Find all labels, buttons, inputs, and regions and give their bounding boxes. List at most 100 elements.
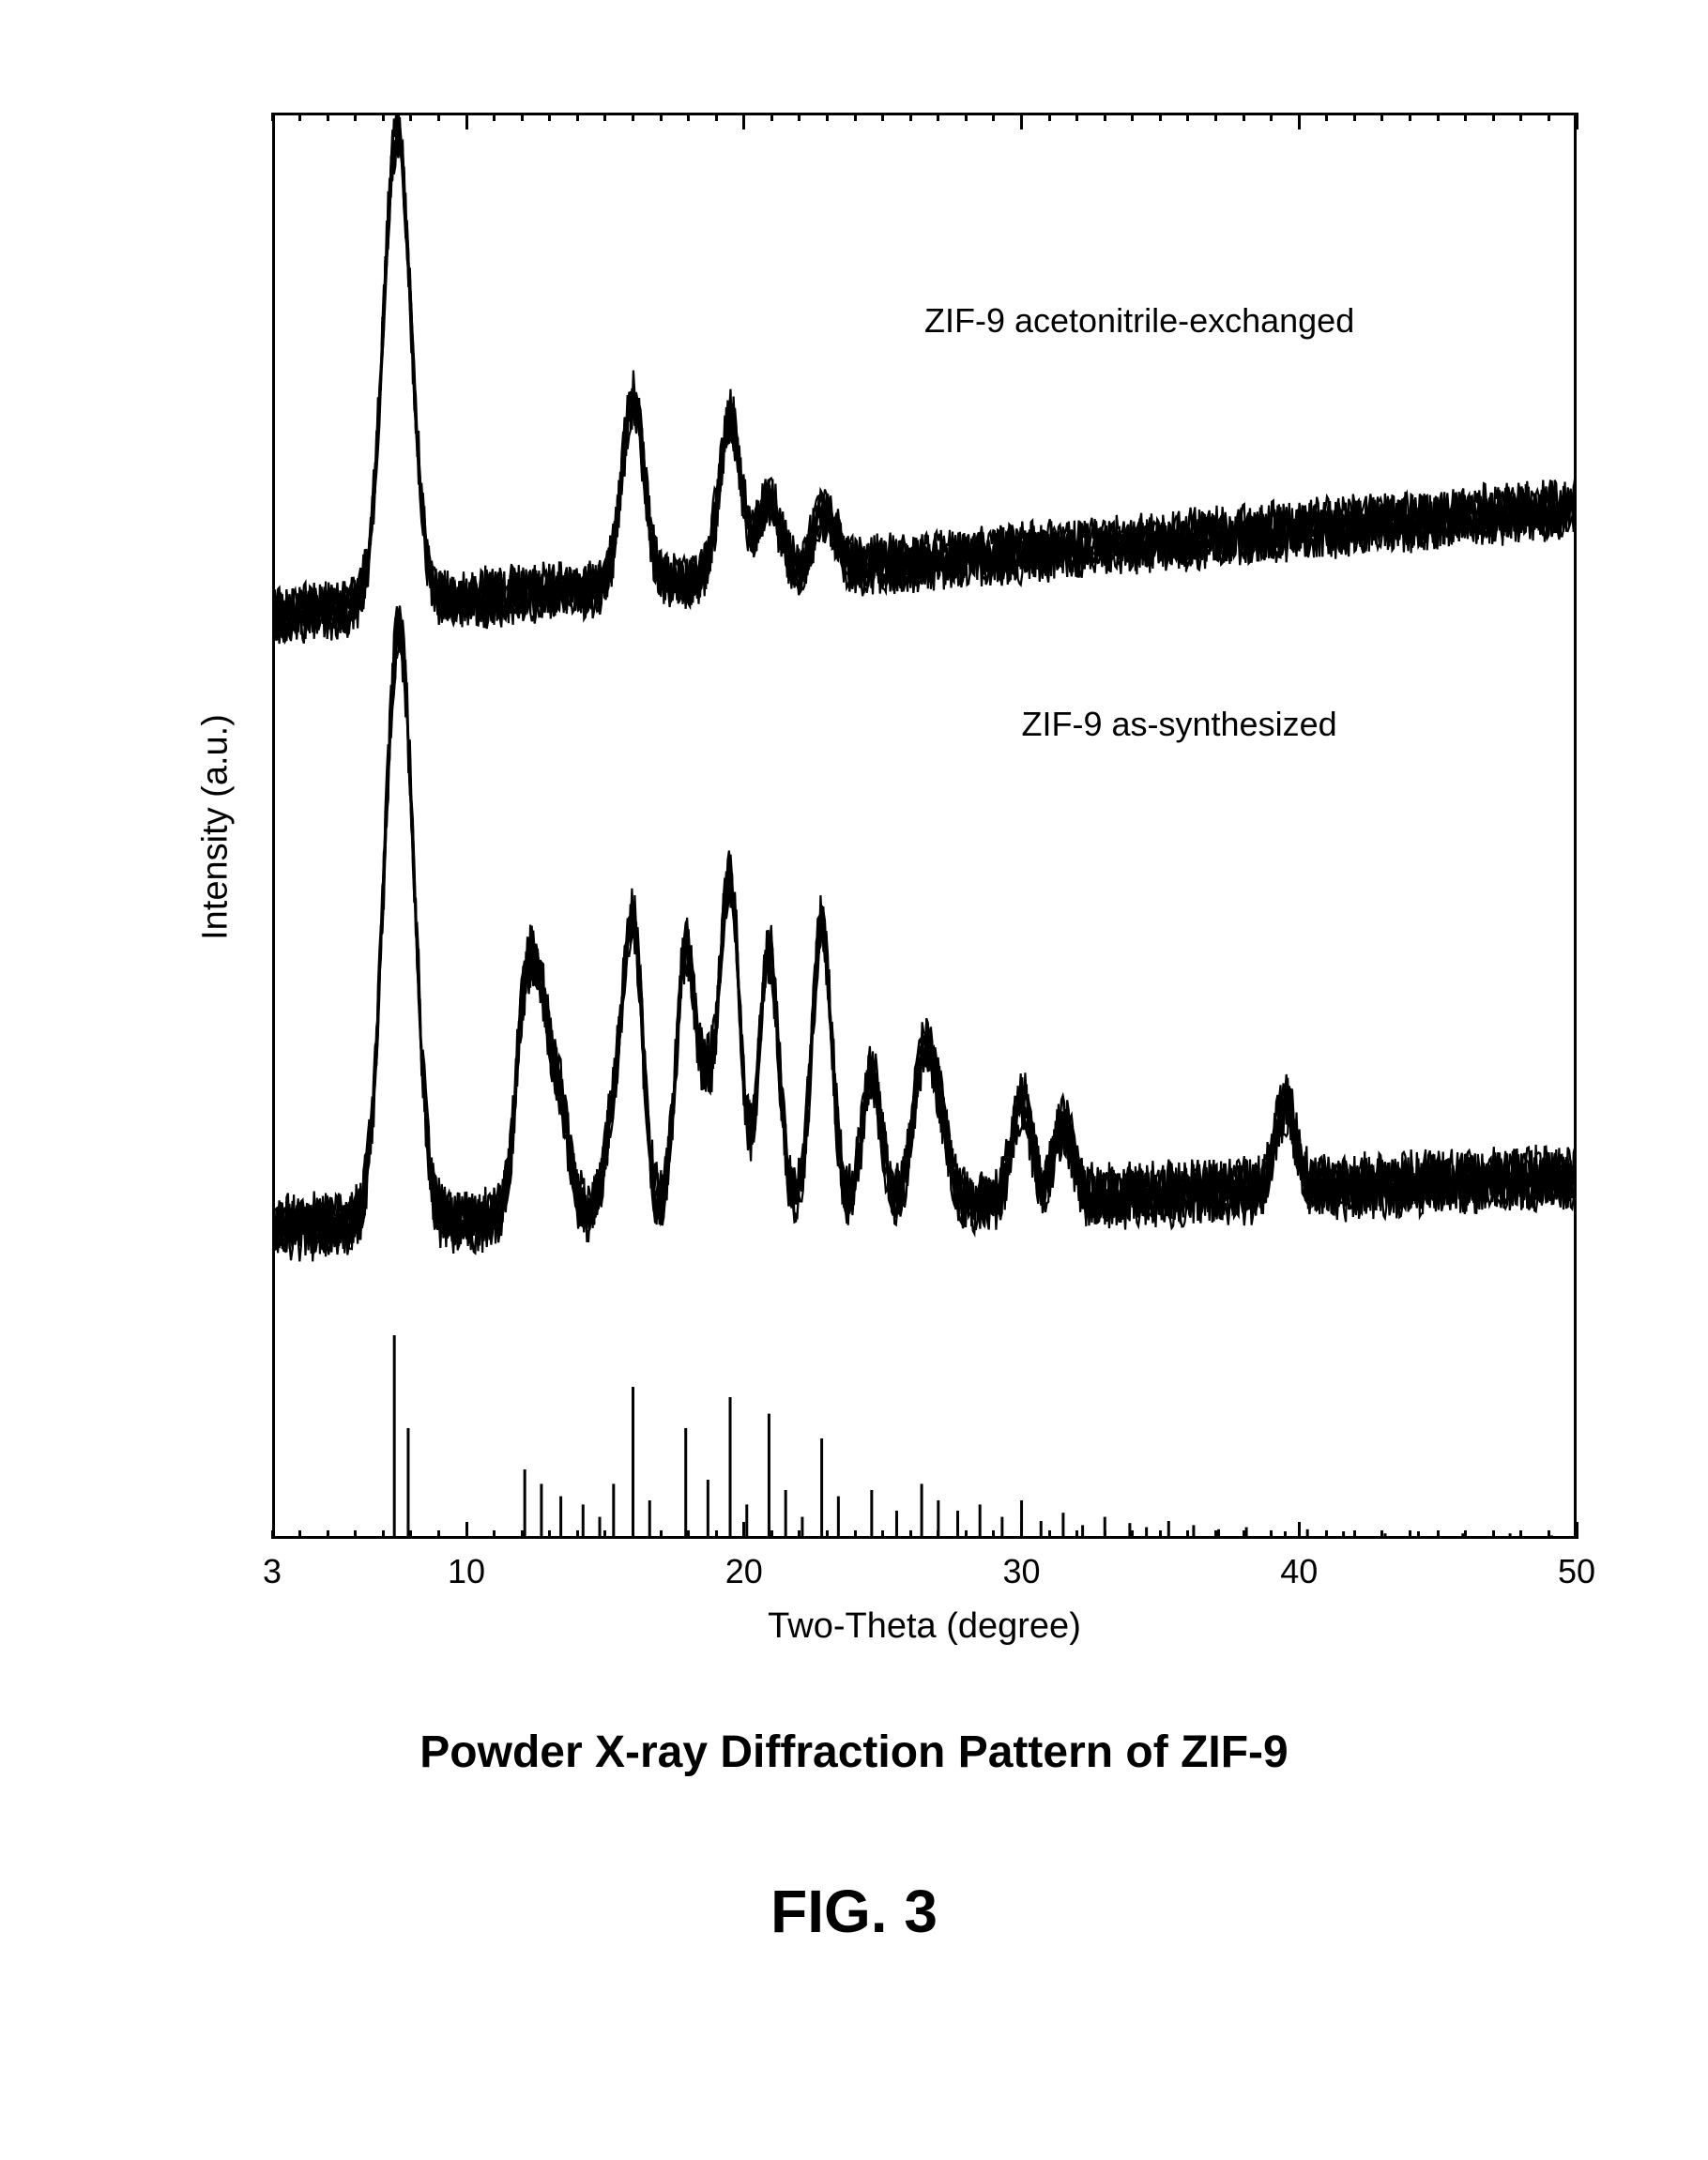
x-tick-bottom: [1048, 1530, 1051, 1539]
x-tick-top: [548, 113, 551, 121]
x-tick-bottom: [1186, 1530, 1189, 1539]
x-tick-top: [632, 113, 634, 121]
x-tick-bottom: [909, 1530, 912, 1539]
x-tick-bottom: [965, 1530, 968, 1539]
x-tick-top: [1270, 113, 1273, 121]
x-axis-label: Two-Theta (degree): [272, 1606, 1577, 1647]
x-tick-bottom: [409, 1530, 412, 1539]
x-tick-top: [1186, 113, 1189, 121]
x-tick-top: [660, 113, 663, 121]
x-tick-bottom: [1020, 1522, 1023, 1539]
x-tick-top: [715, 113, 718, 121]
x-tick-label: 10: [429, 1552, 504, 1591]
x-tick-top: [576, 113, 579, 121]
x-tick-bottom: [465, 1522, 468, 1539]
x-tick-bottom: [937, 1530, 939, 1539]
x-tick-top: [1492, 113, 1495, 121]
x-tick-bottom: [271, 1530, 274, 1539]
x-tick-top: [881, 113, 884, 121]
x-tick-top: [1048, 113, 1051, 121]
x-tick-top: [1548, 113, 1550, 121]
x-tick-bottom: [1075, 1530, 1078, 1539]
x-tick-top: [354, 113, 357, 121]
x-tick-bottom: [854, 1530, 857, 1539]
x-tick-top: [1325, 113, 1328, 121]
x-tick-bottom: [382, 1530, 385, 1539]
x-tick-bottom: [715, 1530, 718, 1539]
x-tick-bottom: [1437, 1530, 1440, 1539]
x-tick-top: [826, 113, 829, 121]
x-tick-bottom: [1131, 1530, 1134, 1539]
x-tick-top: [271, 113, 274, 121]
x-tick-bottom: [632, 1530, 634, 1539]
x-tick-label: 40: [1261, 1552, 1336, 1591]
x-tick-bottom: [687, 1530, 690, 1539]
x-tick-bottom: [1380, 1530, 1383, 1539]
x-tick-top: [1380, 113, 1383, 121]
x-tick-top: [965, 113, 968, 121]
x-tick-top: [770, 113, 773, 121]
figure-caption: Powder X-ray Diffraction Pattern of ZIF-…: [103, 1726, 1605, 1778]
x-tick-top: [1353, 113, 1356, 121]
x-tick-bottom: [437, 1530, 440, 1539]
x-tick-top: [687, 113, 690, 121]
x-tick-bottom: [1353, 1530, 1356, 1539]
x-tick-top: [1298, 113, 1301, 129]
x-tick-top: [327, 113, 329, 121]
x-tick-bottom: [1104, 1530, 1106, 1539]
x-tick-bottom: [770, 1530, 773, 1539]
x-tick-label: 3: [244, 1552, 300, 1591]
x-tick-top: [1159, 113, 1162, 121]
x-tick-top: [409, 113, 412, 121]
x-tick-top: [854, 113, 857, 121]
figure-label: FIG. 3: [572, 1877, 1136, 1946]
x-tick-top: [521, 113, 524, 121]
x-tick-top: [298, 113, 301, 121]
x-tick-bottom: [742, 1522, 745, 1539]
trace-line: [275, 606, 1577, 1245]
y-axis-label: Intensity (a.u.): [196, 546, 236, 1109]
trace-line: [275, 142, 1577, 644]
x-tick-bottom: [1519, 1530, 1522, 1539]
x-tick-bottom: [1409, 1530, 1411, 1539]
x-tick-label: 50: [1539, 1552, 1614, 1591]
x-tick-top: [1020, 113, 1023, 129]
x-tick-bottom: [1159, 1530, 1162, 1539]
x-tick-top: [1464, 113, 1467, 121]
x-tick-top: [1519, 113, 1522, 121]
x-tick-top: [382, 113, 385, 121]
x-tick-top: [909, 113, 912, 121]
x-tick-top: [603, 113, 606, 121]
x-tick-bottom: [1548, 1530, 1550, 1539]
x-tick-top: [1409, 113, 1411, 121]
x-tick-bottom: [576, 1530, 579, 1539]
x-tick-bottom: [1270, 1530, 1273, 1539]
trace-label: ZIF-9 acetonitrile-exchanged: [924, 301, 1354, 341]
x-tick-bottom: [1298, 1522, 1301, 1539]
x-tick-bottom: [548, 1530, 551, 1539]
trace-label: ZIF-9 as-synthesized: [1022, 705, 1337, 744]
x-tick-label: 20: [707, 1552, 782, 1591]
x-tick-bottom: [660, 1530, 663, 1539]
x-tick-top: [742, 113, 745, 129]
x-tick-bottom: [1214, 1530, 1217, 1539]
x-tick-bottom: [327, 1530, 329, 1539]
x-tick-bottom: [826, 1530, 829, 1539]
x-tick-label: 30: [984, 1552, 1060, 1591]
x-tick-bottom: [798, 1530, 801, 1539]
x-tick-top: [798, 113, 801, 121]
x-tick-bottom: [1243, 1530, 1245, 1539]
x-tick-bottom: [493, 1530, 496, 1539]
x-tick-top: [437, 113, 440, 121]
x-tick-top: [1075, 113, 1078, 121]
x-tick-top: [992, 113, 995, 121]
x-tick-bottom: [992, 1530, 995, 1539]
x-tick-top: [937, 113, 939, 121]
x-tick-bottom: [1576, 1522, 1578, 1539]
trace-line: [275, 635, 1577, 1253]
x-tick-bottom: [298, 1530, 301, 1539]
x-tick-top: [1576, 113, 1578, 129]
x-tick-bottom: [603, 1530, 606, 1539]
x-tick-bottom: [354, 1530, 357, 1539]
x-tick-bottom: [881, 1530, 884, 1539]
